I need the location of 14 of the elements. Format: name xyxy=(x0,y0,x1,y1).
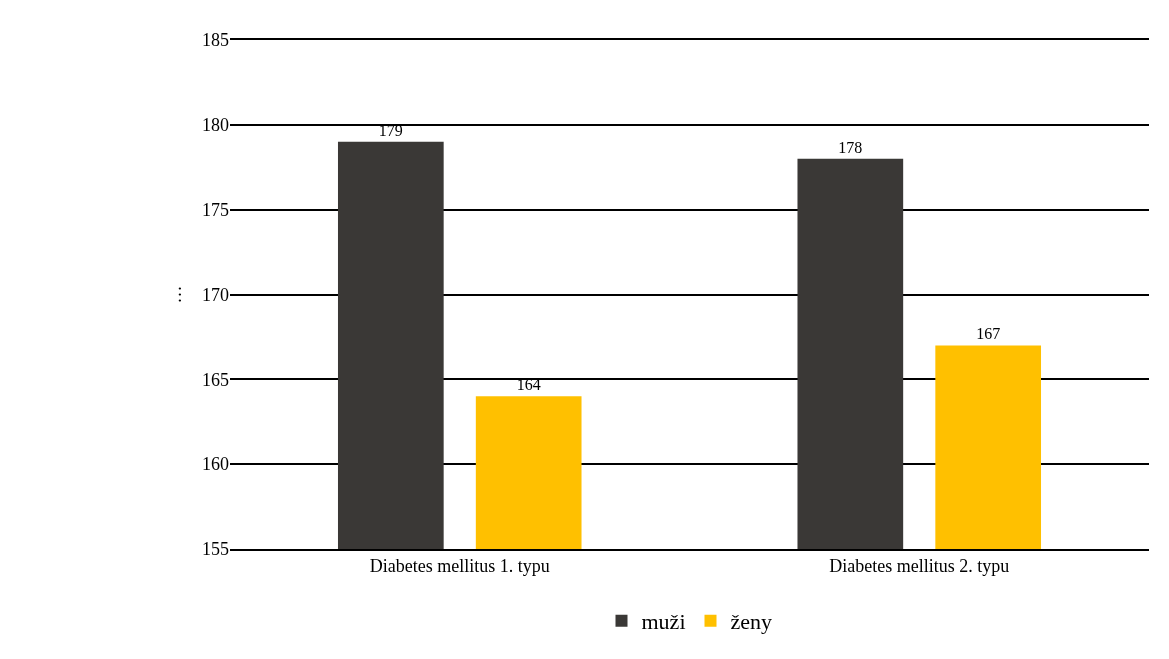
legend-label: ženy xyxy=(730,609,773,635)
y-tick-label: 155 xyxy=(202,539,229,560)
x-tick-label: Diabetes mellitus 2. typu xyxy=(829,556,1010,577)
y-axis-title: … xyxy=(165,285,186,304)
data-label: 167 xyxy=(976,325,1001,343)
y-tick-label: 185 xyxy=(202,30,229,51)
legend-label: muži xyxy=(641,609,686,635)
y-tick-label: 180 xyxy=(202,115,229,136)
x-tick-label: Diabetes mellitus 1. typu xyxy=(369,556,550,577)
data-label: 178 xyxy=(838,138,863,156)
y-tick-label: 160 xyxy=(202,454,229,475)
y-tick-label: 170 xyxy=(202,284,229,305)
y-tick-label: 165 xyxy=(202,369,229,390)
y-tick-label: 175 xyxy=(202,199,229,220)
